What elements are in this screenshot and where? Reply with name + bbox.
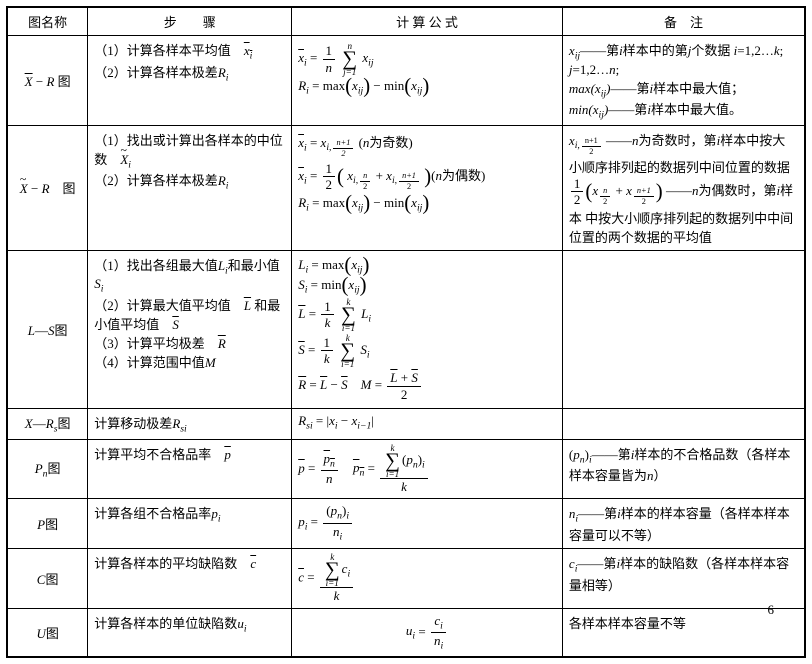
- table-row: Pn图计算平均不合格品率 pp = pnn pn = k∑i=1(pn)ik(p…: [7, 439, 805, 499]
- cell-step: 计算各样本的单位缺陷数ui: [88, 608, 292, 657]
- cell-note: [562, 409, 805, 440]
- cell-note: ni——第i样本的样本容量（各样本样本容量可以不等）: [562, 499, 805, 549]
- header-step: 步 骤: [88, 7, 292, 36]
- cell-step: （1）计算各样本平均值 xi（2）计算各样本极差Ri: [88, 36, 292, 126]
- header-name: 图名称: [7, 7, 88, 36]
- cell-formula: xi = 1n n∑j=1 xijRi = max(xij) − min(xij…: [292, 36, 563, 126]
- cell-note: ci——第i样本的缺陷数（各样本样本容量相等）: [562, 548, 805, 608]
- cell-name: X—Rs图: [7, 409, 88, 440]
- cell-step: 计算平均不合格品率 p: [88, 439, 292, 499]
- table-row: P图计算各组不合格品率pipi = (pn)inini——第i样本的样本容量（各…: [7, 499, 805, 549]
- cell-note: xij——第i样本中的第j个数据 i=1,2…k;j=1,2…n;max(xij…: [562, 36, 805, 126]
- cell-formula: ui = cini: [292, 608, 563, 657]
- cell-name: C图: [7, 548, 88, 608]
- cell-formula: Rsi = |xi − xi−1|: [292, 409, 563, 440]
- cell-step: 计算各样本的平均缺陷数 c: [88, 548, 292, 608]
- cell-note: (pn)i——第i样本的不合格品数（各样本样本容量皆为n）: [562, 439, 805, 499]
- cell-formula: pi = (pn)ini: [292, 499, 563, 549]
- header-formula: 计 算 公 式: [292, 7, 563, 36]
- cell-step: 计算各组不合格品率pi: [88, 499, 292, 549]
- table-row: X − R 图（1）找出或计算出各样本的中位数 Xi（2）计算各样本极差Rixi…: [7, 125, 805, 250]
- header-note: 备 注: [562, 7, 805, 36]
- cell-step: 计算移动极差Rsi: [88, 409, 292, 440]
- table-row: U图计算各样本的单位缺陷数uiui = cini各样本样本容量不等: [7, 608, 805, 657]
- control-chart-formula-table: 图名称 步 骤 计 算 公 式 备 注 X − R 图（1）计算各样本平均值 x…: [6, 6, 806, 658]
- table-row: X—Rs图计算移动极差RsiRsi = |xi − xi−1|: [7, 409, 805, 440]
- page-number: 6: [768, 602, 775, 618]
- cell-step: （1）找出或计算出各样本的中位数 Xi（2）计算各样本极差Ri: [88, 125, 292, 250]
- table-row: L—S图（1）找出各组最大值Li和最小值Si（2）计算最大值平均值 L 和最小值…: [7, 250, 805, 408]
- cell-note: [562, 250, 805, 408]
- table-row: X − R 图（1）计算各样本平均值 xi（2）计算各样本极差Rixi = 1n…: [7, 36, 805, 126]
- cell-name: L—S图: [7, 250, 88, 408]
- cell-name: U图: [7, 608, 88, 657]
- cell-name: X − R 图: [7, 125, 88, 250]
- table-header-row: 图名称 步 骤 计 算 公 式 备 注: [7, 7, 805, 36]
- cell-step: （1）找出各组最大值Li和最小值Si（2）计算最大值平均值 L 和最小值平均值 …: [88, 250, 292, 408]
- cell-name: P图: [7, 499, 88, 549]
- cell-formula: xi = xi,n+12 (n为奇数)xi = 12( xi,n2 + xi,n…: [292, 125, 563, 250]
- cell-formula: Li = max(xij)Si = min(xij)L = 1k k∑i=1 L…: [292, 250, 563, 408]
- cell-note: xi,n+12 ——n为奇数时，第i样本中按大小顺序排列起的数据列中间位置的数据…: [562, 125, 805, 250]
- table-row: C图计算各样本的平均缺陷数 cc = k∑i=1cikci——第i样本的缺陷数（…: [7, 548, 805, 608]
- cell-name: X − R 图: [7, 36, 88, 126]
- cell-name: Pn图: [7, 439, 88, 499]
- cell-formula: p = pnn pn = k∑i=1(pn)ik: [292, 439, 563, 499]
- cell-formula: c = k∑i=1cik: [292, 548, 563, 608]
